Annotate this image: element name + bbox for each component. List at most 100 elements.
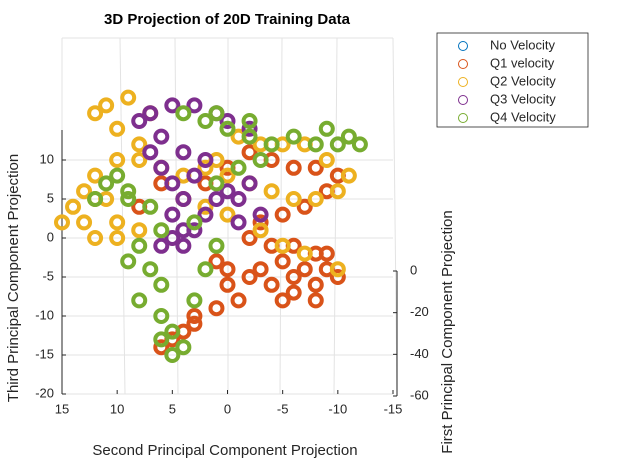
data-point [197,113,214,129]
data-point [120,191,137,207]
z-tick-label: -40 [410,346,429,361]
y-tick-label: 0 [47,229,54,244]
data-point [219,167,236,184]
data-point [329,183,346,200]
data-point [164,97,181,114]
data-point [109,120,126,137]
data-point [230,214,247,231]
data-point [241,113,258,129]
data-point [142,198,159,215]
legend-marker [458,95,468,105]
y-axis-label: Third Principal Component Projection [5,154,22,402]
data-point [76,183,93,200]
data-point [197,152,214,168]
data-point [109,152,126,168]
data-point [252,222,269,239]
data-point [131,136,148,153]
data-point [274,237,291,254]
data-point [197,206,214,223]
legend-marker [458,59,468,69]
data-point [340,167,357,184]
data-point [241,230,258,246]
data-point [164,175,181,192]
data-point [175,105,192,122]
data-point [197,261,214,278]
data-point [120,183,137,200]
z-tick-label: 0 [410,262,417,277]
legend-marker [458,77,468,87]
data-point [153,222,170,239]
data-point [175,339,192,356]
y-tick-label: -20 [35,385,54,400]
data-point [263,183,280,200]
data-point [296,261,313,278]
data-point [153,331,170,348]
data-point [307,276,324,293]
data-point [285,269,302,285]
data-point [241,128,258,145]
y-tick-label: 10 [40,151,54,166]
data-point [208,175,225,192]
data-point [87,191,104,207]
data-point [307,159,324,176]
data-point [285,128,302,145]
data-point [153,128,170,145]
chart-title: 3D Projection of 20D Training Data [104,11,351,28]
data-point [329,136,346,153]
data-point [219,113,236,129]
x-tick-label: 0 [224,401,231,416]
data-point [87,167,104,184]
data-point [208,253,225,270]
data-point [76,214,93,231]
data-point [296,198,313,215]
y-tick-label: -10 [35,307,54,322]
data-point [230,159,247,176]
data-point [98,97,115,114]
data-point [131,237,148,254]
data-point [208,191,225,207]
data-point [296,245,313,262]
y-tick-label: 5 [47,190,54,205]
z-tick-label: -20 [410,304,429,319]
legend-label: Q4 Velocity [490,109,556,124]
data-point [252,214,269,231]
data-point [186,308,203,324]
data-point [153,276,170,293]
data-point [164,230,181,246]
legend-label: Q1 velocity [490,55,555,70]
data-point [208,105,225,122]
data-point [164,206,181,223]
data-point [153,308,170,324]
legend-label: Q3 Velocity [490,91,556,106]
data-point [329,261,346,278]
data-point [318,120,335,137]
data-point [219,261,236,278]
data-point [307,191,324,207]
z-tick-label: -60 [410,387,429,402]
data-point [175,237,192,254]
data-point [263,276,280,293]
data-point [208,300,225,317]
data-point [109,230,126,246]
data-point [241,120,258,137]
data-point [164,323,181,340]
legend-box [436,32,589,128]
data-point [109,214,126,231]
data-point [120,89,137,106]
data-point [142,105,159,122]
data-point [252,152,269,168]
data-point [153,237,170,254]
data-point [54,214,70,231]
data-point [285,284,302,301]
data-point [175,191,192,207]
data-point [87,230,104,246]
x-tick-label: -15 [384,401,403,416]
data-point [329,269,346,285]
data-point [307,292,324,309]
x-tick-label: -10 [328,401,347,416]
data-point [142,261,159,278]
data-point [120,253,137,270]
data-point [186,97,203,114]
y-tick-label: -5 [42,268,54,283]
